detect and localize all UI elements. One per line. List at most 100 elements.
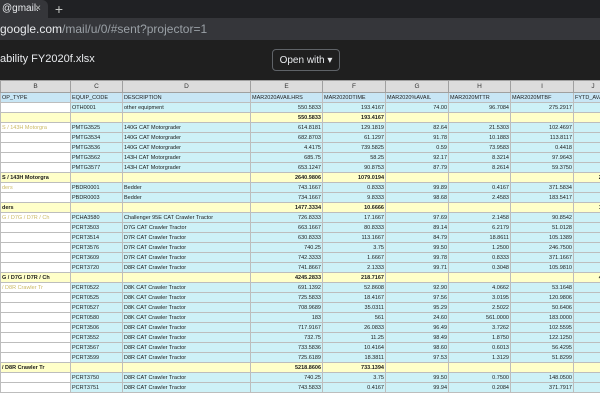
cell-mtbf[interactable]: 97.9643 — [510, 152, 574, 163]
cell-dtime[interactable]: 11.25 — [322, 332, 386, 343]
cell-mttr[interactable]: 3.0195 — [448, 292, 511, 303]
cell-dtime[interactable]: 218.7167 — [322, 272, 386, 283]
cell-mttr[interactable]: 2.5022 — [448, 302, 511, 313]
cell-mttr[interactable] — [448, 272, 511, 283]
cell-mttr[interactable]: 4.0662 — [448, 282, 511, 293]
cell-fytd-avail[interactable]: 707 — [573, 262, 600, 273]
cell-mtbf[interactable] — [510, 362, 574, 373]
cell-description[interactable]: D7R CAT Crawler Tractor — [122, 242, 251, 253]
cell-mttr[interactable]: 0.2084 — [448, 382, 511, 393]
cell-avail-hrs[interactable]: 743.1667 — [250, 182, 323, 193]
cell-pct-avail[interactable] — [385, 112, 449, 123]
cell-avail-hrs[interactable]: 550.5833 — [250, 112, 323, 123]
cell-equip-code[interactable]: PCRT3514 — [70, 232, 123, 243]
cell-op-type[interactable] — [0, 292, 71, 303]
cell-dtime[interactable]: 17.1667 — [322, 212, 386, 223]
cell-fytd-avail[interactable]: 576 — [573, 222, 600, 233]
cell-equip-code[interactable]: PMTG3534 — [70, 132, 123, 143]
cell-op-type[interactable]: ders — [0, 182, 71, 193]
cell-description[interactable]: D8K CAT Crawler Tractor — [122, 282, 251, 293]
cell-equip-code[interactable]: PCRT3506 — [70, 322, 123, 333]
cell-op-type[interactable] — [0, 132, 71, 143]
column-letter[interactable]: J — [573, 80, 600, 93]
cell-op-type[interactable] — [0, 112, 71, 123]
cell-mttr[interactable]: 18.8611 — [448, 232, 511, 243]
cell-mttr[interactable]: 0.8333 — [448, 252, 511, 263]
field-header[interactable]: MAR2020%AVAIL — [385, 92, 449, 103]
cell-mttr[interactable]: 1.8750 — [448, 332, 511, 343]
cell-description[interactable] — [122, 112, 251, 123]
cell-equip-code[interactable] — [70, 112, 123, 123]
cell-dtime[interactable]: 561 — [322, 312, 386, 323]
cell-mtbf[interactable]: 0.4418 — [510, 142, 574, 153]
cell-avail-hrs[interactable]: 740.25 — [250, 242, 323, 253]
cell-op-type[interactable] — [0, 222, 71, 233]
cell-mttr[interactable]: 0.7500 — [448, 372, 511, 383]
cell-pct-avail[interactable]: 95.29 — [385, 302, 449, 313]
cell-fytd-avail[interactable]: 593 — [573, 282, 600, 293]
cell-equip-code[interactable]: OTH0001 — [70, 102, 123, 113]
cell-avail-hrs[interactable]: 742.3333 — [250, 252, 323, 263]
field-header[interactable]: OP_TYPE — [0, 92, 71, 103]
cell-op-type[interactable] — [0, 322, 71, 333]
cell-equip-code[interactable]: PCRT3503 — [70, 222, 123, 233]
cell-mttr[interactable]: 561.0000 — [448, 312, 511, 323]
cell-description[interactable]: D7R CAT Crawler Tractor — [122, 252, 251, 263]
cell-description[interactable]: D8R CAT Crawler Tractor — [122, 382, 251, 393]
cell-mttr[interactable]: 21.5303 — [448, 122, 511, 133]
cell-avail-hrs[interactable]: 550.5833 — [250, 102, 323, 113]
cell-pct-avail[interactable]: 99.78 — [385, 252, 449, 263]
cell-description[interactable]: 143H CAT Motorgrader — [122, 162, 251, 173]
cell-op-type[interactable] — [0, 312, 71, 323]
cell-avail-hrs[interactable]: 691.1392 — [250, 282, 323, 293]
cell-fytd-avail[interactable]: 752 — [573, 112, 600, 123]
cell-dtime[interactable]: 0.8333 — [322, 182, 386, 193]
column-letter[interactable]: C — [70, 80, 123, 93]
cell-mttr[interactable]: 0.4167 — [448, 182, 511, 193]
cell-mttr[interactable]: 73.9583 — [448, 142, 511, 153]
column-letter[interactable]: I — [510, 80, 574, 93]
cell-avail-hrs[interactable]: 743.5833 — [250, 382, 323, 393]
cell-avail-hrs[interactable]: 682.8703 — [250, 132, 323, 143]
cell-description[interactable]: D8R CAT Crawler Tractor — [122, 322, 251, 333]
cell-description[interactable] — [122, 272, 251, 283]
cell-op-type[interactable] — [0, 302, 71, 313]
cell-pct-avail[interactable]: 87.79 — [385, 162, 449, 173]
cell-description[interactable] — [122, 202, 251, 213]
cell-avail-hrs[interactable]: 725.6189 — [250, 352, 323, 363]
cell-mtbf[interactable]: 275.2917 — [510, 102, 574, 113]
cell-fytd-avail[interactable]: 2322 — [573, 172, 600, 183]
cell-fytd-avail[interactable]: 719 — [573, 302, 600, 313]
cell-fytd-avail[interactable]: 692 — [573, 152, 600, 163]
cell-equip-code[interactable] — [70, 362, 123, 373]
cell-mttr[interactable]: 1.2500 — [448, 242, 511, 253]
cell-dtime[interactable]: 3.75 — [322, 372, 386, 383]
cell-op-type[interactable] — [0, 142, 71, 153]
cell-pct-avail[interactable]: 99.50 — [385, 372, 449, 383]
cell-equip-code[interactable]: PBDR0003 — [70, 192, 123, 203]
cell-op-type[interactable] — [0, 162, 71, 173]
cell-op-type[interactable]: S / 143H Motorgra — [0, 172, 71, 183]
cell-description[interactable]: Challenger 95E CAT Crawler Tractor — [122, 212, 251, 223]
cell-avail-hrs[interactable]: 733.5836 — [250, 342, 323, 353]
cell-pct-avail[interactable]: 92.17 — [385, 152, 449, 163]
cell-description[interactable]: 140G CAT Motorgrader — [122, 122, 251, 133]
cell-dtime[interactable]: 9.8333 — [322, 192, 386, 203]
cell-fytd-avail[interactable]: 632 — [573, 122, 600, 133]
open-with-button[interactable]: Open with ▾ — [272, 49, 340, 71]
cell-pct-avail[interactable]: 99.89 — [385, 182, 449, 193]
cell-dtime[interactable]: 739.5825 — [322, 142, 386, 153]
cell-avail-hrs[interactable]: 1477.3334 — [250, 202, 323, 213]
cell-mtbf[interactable]: 51.0128 — [510, 222, 574, 233]
cell-description[interactable]: D8R CAT Crawler Tractor — [122, 372, 251, 383]
cell-mtbf[interactable] — [510, 112, 574, 123]
cell-description[interactable]: D7G CAT Crawler Tractor — [122, 222, 251, 233]
cell-mtbf[interactable]: 183.5417 — [510, 192, 574, 203]
cell-equip-code[interactable] — [70, 272, 123, 283]
cell-avail-hrs[interactable]: 740.25 — [250, 372, 323, 383]
cell-equip-code[interactable]: PCRT0580 — [70, 312, 123, 323]
cell-equip-code[interactable]: PMTG3536 — [70, 142, 123, 153]
column-letter[interactable]: E — [250, 80, 323, 93]
cell-description[interactable]: Bedder — [122, 192, 251, 203]
cell-fytd-avail[interactable]: 763 — [573, 372, 600, 383]
